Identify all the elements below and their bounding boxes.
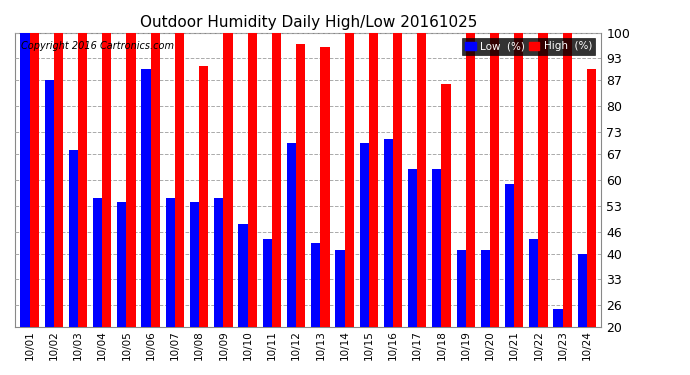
- Bar: [359, 143, 368, 327]
- Bar: [239, 224, 248, 327]
- Bar: [538, 33, 548, 327]
- Bar: [296, 44, 305, 327]
- Bar: [368, 33, 378, 327]
- Bar: [214, 198, 224, 327]
- Bar: [490, 33, 499, 327]
- Bar: [311, 243, 320, 327]
- Bar: [117, 202, 126, 327]
- Bar: [190, 202, 199, 327]
- Bar: [287, 143, 296, 327]
- Bar: [141, 69, 150, 327]
- Bar: [320, 47, 330, 327]
- Bar: [408, 169, 417, 327]
- Bar: [529, 239, 538, 327]
- Bar: [199, 66, 208, 327]
- Bar: [562, 33, 572, 327]
- Title: Outdoor Humidity Daily High/Low 20161025: Outdoor Humidity Daily High/Low 20161025: [139, 15, 477, 30]
- Bar: [344, 33, 354, 327]
- Bar: [166, 198, 175, 327]
- Bar: [102, 33, 112, 327]
- Bar: [20, 33, 30, 327]
- Bar: [126, 33, 136, 327]
- Bar: [587, 69, 596, 327]
- Bar: [272, 33, 281, 327]
- Bar: [69, 150, 78, 327]
- Bar: [442, 84, 451, 327]
- Bar: [30, 33, 39, 327]
- Bar: [78, 33, 87, 327]
- Bar: [553, 309, 562, 327]
- Bar: [93, 198, 102, 327]
- Bar: [432, 169, 442, 327]
- Bar: [384, 140, 393, 327]
- Bar: [175, 33, 184, 327]
- Legend: Low  (%), High  (%): Low (%), High (%): [462, 38, 595, 55]
- Bar: [150, 33, 160, 327]
- Bar: [514, 33, 524, 327]
- Bar: [481, 250, 490, 327]
- Text: Copyright 2016 Cartronics.com: Copyright 2016 Cartronics.com: [21, 41, 174, 51]
- Bar: [417, 33, 426, 327]
- Bar: [54, 33, 63, 327]
- Bar: [578, 254, 587, 327]
- Bar: [505, 184, 514, 327]
- Bar: [248, 33, 257, 327]
- Bar: [335, 250, 344, 327]
- Bar: [393, 33, 402, 327]
- Bar: [466, 33, 475, 327]
- Bar: [263, 239, 272, 327]
- Bar: [457, 250, 466, 327]
- Bar: [45, 81, 54, 327]
- Bar: [224, 33, 233, 327]
